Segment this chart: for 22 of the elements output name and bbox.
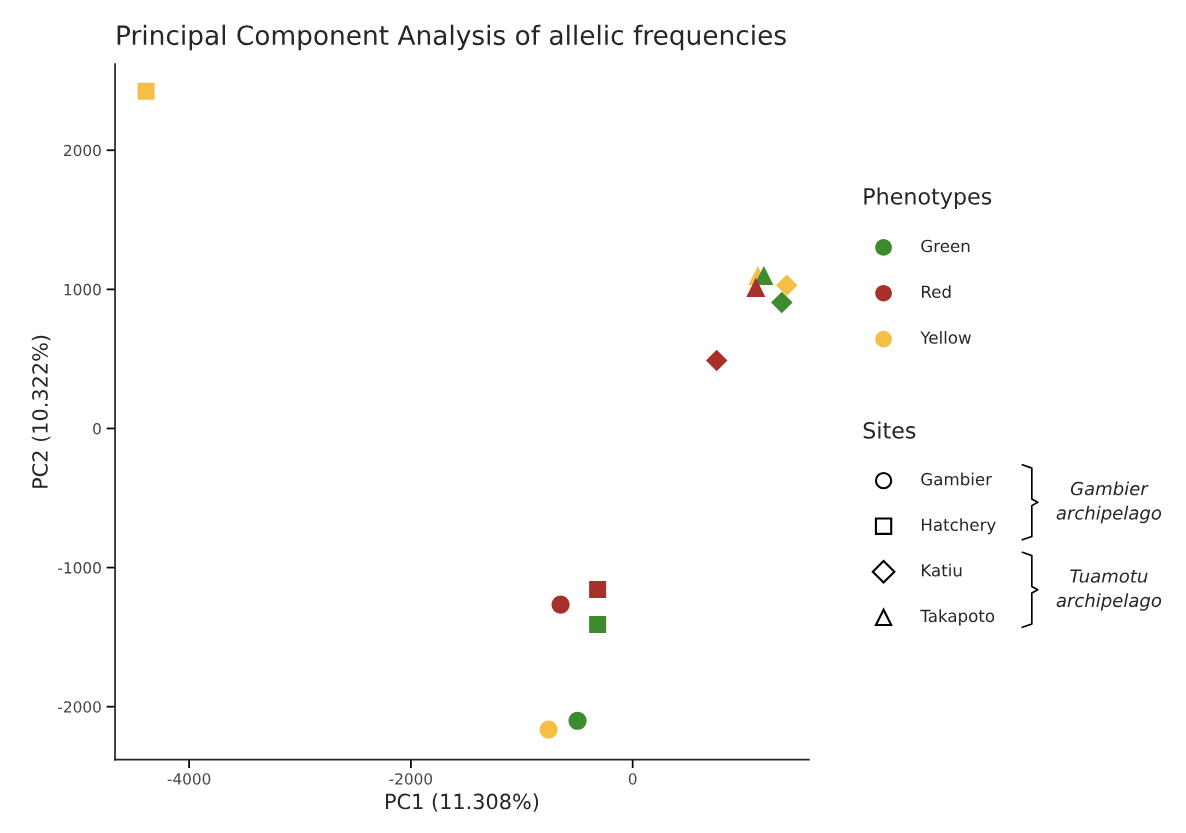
chart-title: Principal Component Analysis of allelic frequencies [117,24,786,51]
text: Gambier archipelago [1056,481,1162,524]
y-tick-label: 1000 [64,283,101,296]
text: Katiu [921,563,962,577]
y-tick-label: 0 [93,422,101,435]
text: Phenotypes [864,187,992,210]
text: Tuamotu archipelago [1056,569,1162,611]
x-axis-title: PC1 (11.308%) [386,793,539,812]
text: Takapoto [920,609,995,626]
text: Hatchery [921,518,996,535]
text: Sites [863,421,916,439]
x-tick-label: 0 [628,773,637,785]
y-axis-title: PC2 (10.322%) [31,335,51,488]
text: Green [921,239,970,253]
text: Yellow [920,330,971,344]
y-tick-label: -2000 [58,701,101,713]
text: Gambier [921,472,993,486]
y-tick-label: -1000 [58,562,101,574]
text: Red [921,285,951,299]
x-tick-label: -4000 [167,773,211,785]
y-tick-label: 2000 [64,144,101,157]
x-tick-label: -2000 [389,773,433,785]
